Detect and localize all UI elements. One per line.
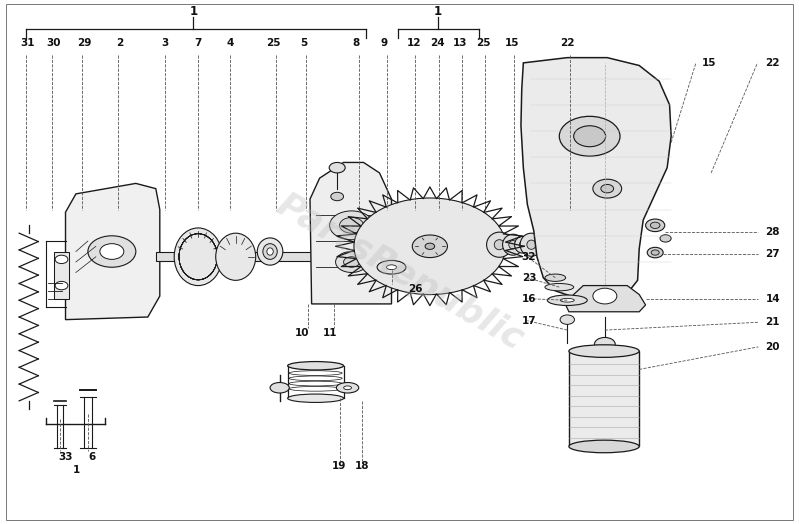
Text: 25: 25	[476, 38, 491, 48]
Ellipse shape	[560, 299, 574, 302]
Text: 4: 4	[226, 38, 234, 48]
Text: 21: 21	[765, 317, 780, 328]
Text: 31: 31	[20, 38, 34, 48]
Ellipse shape	[425, 243, 435, 249]
Bar	[156, 252, 328, 261]
Text: 29: 29	[77, 38, 91, 48]
Text: 10: 10	[295, 328, 309, 338]
Text: 13: 13	[453, 38, 467, 48]
Ellipse shape	[487, 232, 512, 257]
Ellipse shape	[336, 383, 359, 393]
Circle shape	[559, 116, 620, 156]
Text: 22: 22	[560, 38, 574, 48]
Text: PartsRepublic: PartsRepublic	[270, 188, 529, 357]
Text: 32: 32	[522, 252, 536, 262]
Text: 26: 26	[408, 284, 423, 294]
Ellipse shape	[263, 244, 277, 259]
Circle shape	[651, 250, 659, 255]
Ellipse shape	[547, 295, 587, 305]
Ellipse shape	[336, 252, 368, 272]
Text: 6: 6	[88, 452, 96, 462]
Ellipse shape	[545, 274, 566, 281]
Text: 33: 33	[58, 452, 73, 462]
Text: 20: 20	[765, 342, 780, 352]
Bar	[569, 351, 639, 446]
Text: 2: 2	[116, 38, 124, 48]
Ellipse shape	[174, 228, 222, 286]
Circle shape	[660, 235, 671, 242]
Circle shape	[646, 219, 665, 232]
Ellipse shape	[545, 283, 574, 291]
Ellipse shape	[270, 383, 289, 393]
Bar	[54, 252, 69, 299]
Polygon shape	[521, 58, 671, 299]
Ellipse shape	[495, 239, 504, 250]
Circle shape	[650, 222, 660, 228]
Text: 15: 15	[505, 38, 519, 48]
Text: 19: 19	[332, 461, 346, 472]
Polygon shape	[66, 183, 160, 320]
Ellipse shape	[267, 248, 273, 255]
Text: 17: 17	[522, 315, 536, 326]
Text: 12: 12	[407, 38, 421, 48]
Circle shape	[594, 337, 615, 351]
Text: 15: 15	[702, 58, 716, 68]
Circle shape	[331, 192, 344, 201]
Ellipse shape	[340, 217, 364, 233]
Text: 22: 22	[765, 58, 779, 68]
Circle shape	[55, 281, 68, 290]
Text: 5: 5	[300, 38, 308, 48]
Ellipse shape	[519, 242, 526, 248]
Text: 28: 28	[765, 226, 780, 237]
Ellipse shape	[344, 386, 352, 390]
Ellipse shape	[503, 234, 523, 255]
Text: 1: 1	[189, 5, 197, 17]
Text: 9: 9	[381, 38, 388, 48]
Text: 30: 30	[46, 38, 61, 48]
Ellipse shape	[569, 345, 639, 357]
Text: 24: 24	[431, 38, 445, 48]
Circle shape	[100, 244, 124, 259]
Ellipse shape	[520, 233, 543, 256]
Ellipse shape	[354, 198, 506, 294]
Circle shape	[593, 288, 617, 304]
Ellipse shape	[257, 238, 283, 265]
Ellipse shape	[515, 236, 531, 253]
Circle shape	[55, 255, 68, 264]
Text: 7: 7	[194, 38, 202, 48]
Text: 1: 1	[73, 465, 81, 475]
Polygon shape	[310, 162, 392, 304]
Text: 27: 27	[765, 249, 780, 259]
Circle shape	[601, 184, 614, 193]
Ellipse shape	[216, 233, 256, 280]
Text: 16: 16	[522, 293, 536, 304]
Circle shape	[647, 247, 663, 258]
Ellipse shape	[569, 440, 639, 453]
Text: 23: 23	[522, 272, 536, 283]
Circle shape	[593, 179, 622, 198]
Ellipse shape	[377, 260, 406, 274]
Ellipse shape	[329, 211, 374, 240]
Text: 18: 18	[355, 461, 369, 472]
Circle shape	[88, 236, 136, 267]
Text: 1: 1	[434, 5, 442, 17]
Text: 11: 11	[323, 328, 337, 338]
Text: 8: 8	[352, 38, 360, 48]
Polygon shape	[566, 286, 646, 312]
Text: 3: 3	[161, 38, 169, 48]
Ellipse shape	[387, 265, 396, 270]
Circle shape	[574, 126, 606, 147]
Ellipse shape	[344, 257, 360, 267]
Text: 25: 25	[266, 38, 280, 48]
Ellipse shape	[509, 241, 517, 249]
Circle shape	[329, 162, 345, 173]
Ellipse shape	[288, 362, 344, 370]
Ellipse shape	[288, 394, 344, 402]
Circle shape	[560, 315, 574, 324]
Ellipse shape	[412, 235, 447, 258]
Text: 14: 14	[765, 293, 780, 304]
Ellipse shape	[527, 240, 536, 249]
